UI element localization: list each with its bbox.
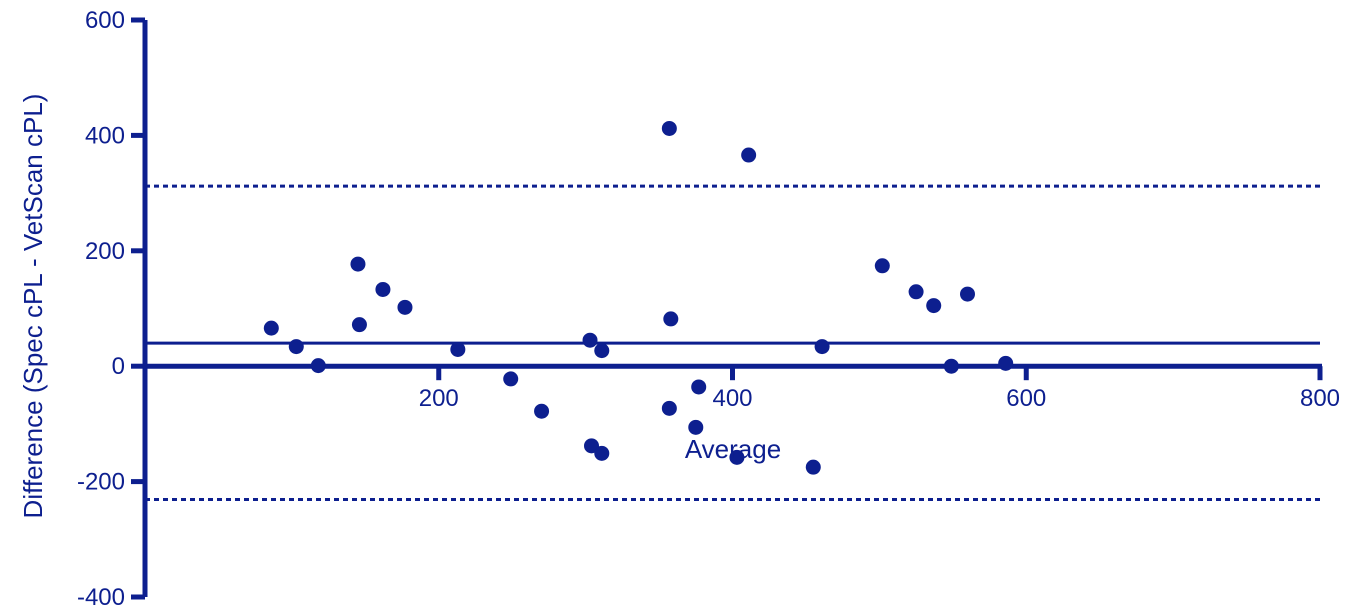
data-point (926, 298, 942, 314)
data-point (288, 339, 304, 355)
data-point (594, 445, 610, 461)
data-point (503, 371, 519, 387)
data-point (908, 284, 924, 300)
axes: -400 -200 0 200 400 600 200 400 600 800 (77, 7, 1340, 611)
data-point (310, 358, 326, 374)
data-point (874, 258, 890, 274)
data-point (805, 459, 821, 475)
reference-lines (145, 184, 1320, 501)
x-axis-title: Average (685, 434, 781, 464)
x-tick-label: 600 (1006, 385, 1046, 412)
x-tick-label: 400 (712, 385, 752, 412)
data-point (661, 400, 677, 416)
data-point (814, 339, 830, 355)
data-point (998, 355, 1014, 371)
y-axis-title: Difference (Spec cPL - VetScan cPL) (18, 94, 48, 519)
x-tick-label: 800 (1300, 385, 1340, 412)
data-points (263, 120, 1014, 475)
data-point (351, 317, 367, 333)
data-point (584, 438, 599, 454)
data-point (960, 286, 975, 302)
data-point (729, 449, 745, 465)
y-tick-label: -200 (77, 469, 125, 496)
data-point (688, 419, 704, 435)
x-tick-label: 200 (419, 385, 459, 412)
y-tick-label: -400 (77, 584, 125, 611)
data-point (450, 341, 466, 357)
y-tick-label: 200 (85, 238, 125, 265)
data-point (691, 379, 707, 395)
y-tick-label: 400 (85, 122, 125, 149)
data-point (534, 403, 550, 419)
data-point (582, 332, 598, 348)
y-tick-label: 0 (112, 353, 125, 380)
data-point (263, 320, 279, 336)
data-point (375, 281, 391, 297)
data-point (661, 120, 677, 136)
data-point (397, 299, 413, 315)
data-point (943, 358, 959, 374)
y-tick-label: 600 (85, 7, 125, 34)
data-point (594, 343, 610, 359)
data-point (663, 311, 679, 327)
data-point (350, 256, 366, 272)
data-point (741, 147, 757, 163)
